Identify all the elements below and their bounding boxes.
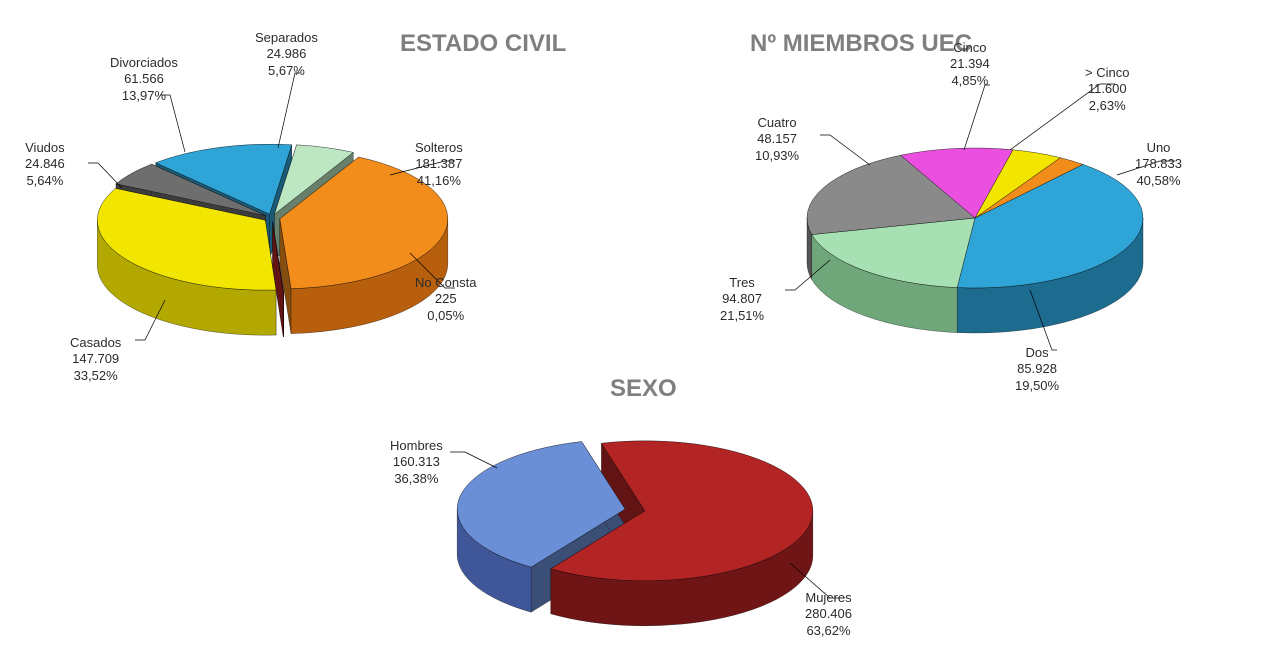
slice-name: Tres <box>720 275 764 291</box>
slice-name: Solteros <box>415 140 463 156</box>
slice-pct: 40,58% <box>1135 173 1182 189</box>
slice-value: 280.406 <box>805 606 852 622</box>
estado_civil-label-viudos: Viudos24.8465,64% <box>25 140 65 189</box>
estado_civil-label-divorciados: Divorciados61.56613,97% <box>110 55 178 104</box>
slice-pct: 41,16% <box>415 173 463 189</box>
slice-pct: 5,67% <box>255 63 318 79</box>
sexo-label-mujeres: Mujeres280.40663,62% <box>805 590 852 639</box>
slice-value: 11.600 <box>1085 81 1129 97</box>
slice-value: 24.986 <box>255 46 318 62</box>
slice-pct: 5,64% <box>25 173 65 189</box>
slice-name: Separados <box>255 30 318 46</box>
slice-name: Divorciados <box>110 55 178 71</box>
slice-name: Uno <box>1135 140 1182 156</box>
leader-line <box>450 452 497 468</box>
slice-pct: 36,38% <box>390 471 443 487</box>
slice-value: 225 <box>415 291 476 307</box>
slice-pct: 13,97% <box>110 88 178 104</box>
slice-pct: 2,63% <box>1085 98 1129 114</box>
slice-pct: 10,93% <box>755 148 799 164</box>
slice-value: 94.807 <box>720 291 764 307</box>
slice-name: Cinco <box>950 40 990 56</box>
slice-name: > Cinco <box>1085 65 1129 81</box>
sexo-title: SEXO <box>610 375 677 403</box>
slice-value: 61.566 <box>110 71 178 87</box>
miembros_uec-label-cuatro: Cuatro48.15710,93% <box>755 115 799 164</box>
leader-line <box>964 85 990 150</box>
slice-value: 85.928 <box>1015 361 1059 377</box>
slice-pct: 4,85% <box>950 73 990 89</box>
slice-value: 48.157 <box>755 131 799 147</box>
estado_civil-label-no-consta: No Consta2250,05% <box>415 275 476 324</box>
slice-name: Dos <box>1015 345 1059 361</box>
leader-line <box>278 73 300 148</box>
miembros_uec-label-uno: Uno178.83340,58% <box>1135 140 1182 189</box>
estado_civil-title: ESTADO CIVIL <box>400 30 566 58</box>
miembros_uec-label->-cinco: > Cinco11.6002,63% <box>1085 65 1129 114</box>
slice-name: Casados <box>70 335 121 351</box>
slice-value: 24.846 <box>25 156 65 172</box>
miembros_uec-label-dos: Dos85.92819,50% <box>1015 345 1059 394</box>
slice-pct: 63,62% <box>805 623 852 639</box>
estado_civil-label-solteros: Solteros181.38741,16% <box>415 140 463 189</box>
estado_civil-label-separados: Separados24.9865,67% <box>255 30 318 79</box>
estado_civil-slice-side <box>283 292 284 337</box>
miembros_uec-label-cinco: Cinco21.3944,85% <box>950 40 990 89</box>
slice-pct: 0,05% <box>415 308 476 324</box>
leader-line <box>820 135 870 165</box>
slice-pct: 21,51% <box>720 308 764 324</box>
miembros_uec-title: Nº MIEMBROS UEC <box>750 30 972 58</box>
slice-name: Hombres <box>390 438 443 454</box>
slice-value: 178.833 <box>1135 156 1182 172</box>
slice-pct: 19,50% <box>1015 378 1059 394</box>
sexo-label-hombres: Hombres160.31336,38% <box>390 438 443 487</box>
slice-value: 147.709 <box>70 351 121 367</box>
slice-name: Mujeres <box>805 590 852 606</box>
slice-name: No Consta <box>415 275 476 291</box>
slice-name: Viudos <box>25 140 65 156</box>
slice-value: 181.387 <box>415 156 463 172</box>
slice-name: Cuatro <box>755 115 799 131</box>
slice-value: 160.313 <box>390 454 443 470</box>
miembros_uec-label-tres: Tres94.80721,51% <box>720 275 764 324</box>
slice-value: 21.394 <box>950 56 990 72</box>
slice-pct: 33,52% <box>70 368 121 384</box>
estado_civil-label-casados: Casados147.70933,52% <box>70 335 121 384</box>
